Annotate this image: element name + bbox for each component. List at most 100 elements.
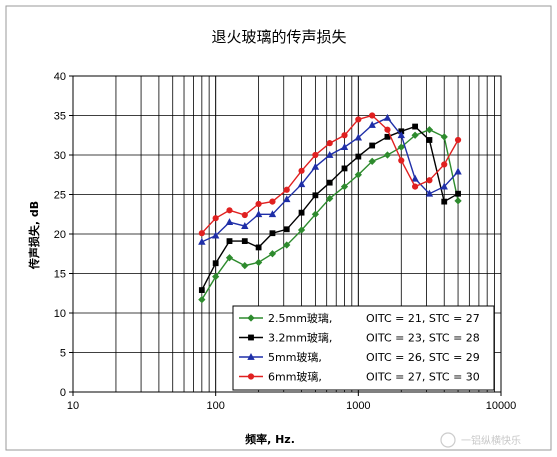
data-point — [326, 140, 333, 147]
y-tick-label: 15 — [54, 269, 66, 281]
data-point — [412, 123, 419, 130]
data-point — [225, 218, 234, 226]
plot-series — [198, 112, 462, 304]
legend-marker — [247, 352, 255, 360]
data-point — [397, 131, 405, 139]
y-tick-label: 20 — [54, 229, 66, 241]
data-point — [212, 273, 220, 281]
legend-entry: 3.2mm玻璃, OITC = 23, STC = 28 — [239, 331, 480, 345]
watermark-text: 一铝纵横快乐 — [461, 434, 521, 447]
x-tick-label: 10 — [67, 400, 79, 412]
legend-marker — [247, 314, 255, 322]
data-point — [412, 183, 419, 190]
legend-entry: 6mm玻璃, OITC = 27, STC = 30 — [239, 370, 480, 384]
series-2 — [198, 123, 461, 293]
data-point — [212, 215, 219, 222]
y-tick-label: 0 — [60, 387, 66, 399]
legend-rating: OITC = 26, STC = 29 — [366, 351, 480, 364]
data-point — [411, 174, 419, 182]
data-point — [268, 250, 277, 258]
data-point — [269, 230, 276, 237]
data-point — [411, 131, 419, 139]
data-point — [198, 295, 206, 304]
y-tick-label: 5 — [60, 348, 66, 360]
data-point — [440, 133, 448, 141]
data-point — [426, 177, 433, 184]
chart-title: 退火玻璃的传声损失 — [211, 28, 346, 46]
data-point — [326, 179, 333, 186]
data-point — [454, 136, 462, 144]
data-point — [255, 200, 262, 208]
data-point — [326, 150, 334, 158]
data-point — [383, 151, 392, 159]
data-point — [211, 231, 220, 239]
legend: 2.5mm玻璃, OITC = 21, STC = 27 3.2mm玻璃, OITC … — [232, 305, 495, 391]
y-tick-label: 40 — [54, 71, 66, 83]
data-point — [297, 226, 306, 234]
data-point — [454, 197, 462, 205]
watermark: 一铝纵横快乐 — [440, 432, 521, 448]
data-point — [425, 189, 434, 197]
data-point — [297, 180, 306, 188]
data-point — [226, 238, 233, 245]
legend-rating: OITC = 23, STC = 28 — [366, 332, 480, 345]
data-point — [241, 222, 249, 229]
data-point — [269, 198, 276, 205]
data-point — [283, 186, 290, 193]
y-tick-label: 10 — [54, 308, 66, 320]
data-point — [368, 120, 376, 128]
x-tick-label: 10000 — [486, 400, 517, 412]
data-point — [354, 171, 362, 179]
y-tick-label: 25 — [54, 190, 66, 202]
data-point — [254, 258, 263, 267]
data-point — [198, 287, 205, 293]
tick-labels: 0 5 10 15 20 25 30 35 40 10 100 1000 10000 — [54, 71, 517, 412]
x-tick-label: 100 — [206, 400, 224, 412]
x-axis-label: 频率, Hz. — [245, 432, 295, 446]
data-point — [341, 165, 348, 172]
data-point — [254, 210, 263, 218]
data-point — [311, 210, 320, 218]
data-point — [369, 112, 376, 119]
data-point — [326, 194, 334, 203]
data-point — [440, 182, 448, 190]
data-point — [268, 210, 277, 218]
data-point — [212, 260, 219, 267]
watermark-logo-icon — [440, 432, 456, 448]
y-axis-label: 传声损失, dB — [27, 201, 41, 270]
legend-entry: 5mm玻璃, OITC = 26, STC = 29 — [239, 350, 480, 364]
data-point — [369, 142, 376, 149]
data-point — [241, 261, 249, 270]
data-point — [312, 151, 319, 159]
data-point — [441, 161, 448, 168]
data-point — [283, 241, 291, 249]
data-point — [384, 126, 391, 133]
data-point — [340, 143, 349, 150]
legend-label: 5mm玻璃, — [268, 350, 322, 364]
data-point — [341, 132, 348, 139]
data-point — [340, 182, 349, 191]
series-1 — [198, 126, 462, 304]
legend-marker — [248, 334, 254, 341]
y-tick-label: 35 — [54, 111, 66, 123]
data-point — [397, 143, 405, 151]
legend-marker — [247, 373, 255, 380]
data-point — [368, 157, 376, 165]
legend-rating: OITC = 27, STC = 30 — [366, 371, 480, 384]
series-4 — [198, 112, 462, 237]
data-point — [441, 198, 448, 205]
data-point — [226, 207, 233, 214]
legend-label: 2.5mm玻璃, — [268, 311, 332, 325]
data-point — [241, 211, 248, 219]
data-point — [398, 157, 405, 164]
data-point — [383, 113, 392, 121]
legend-box — [232, 305, 495, 391]
legend-label: 3.2mm玻璃, — [268, 331, 332, 345]
data-point — [425, 126, 434, 134]
series-3 — [198, 113, 462, 245]
data-point — [198, 237, 206, 245]
x-tick-label: 1000 — [346, 400, 370, 412]
data-point — [355, 153, 362, 160]
data-point — [354, 133, 363, 141]
